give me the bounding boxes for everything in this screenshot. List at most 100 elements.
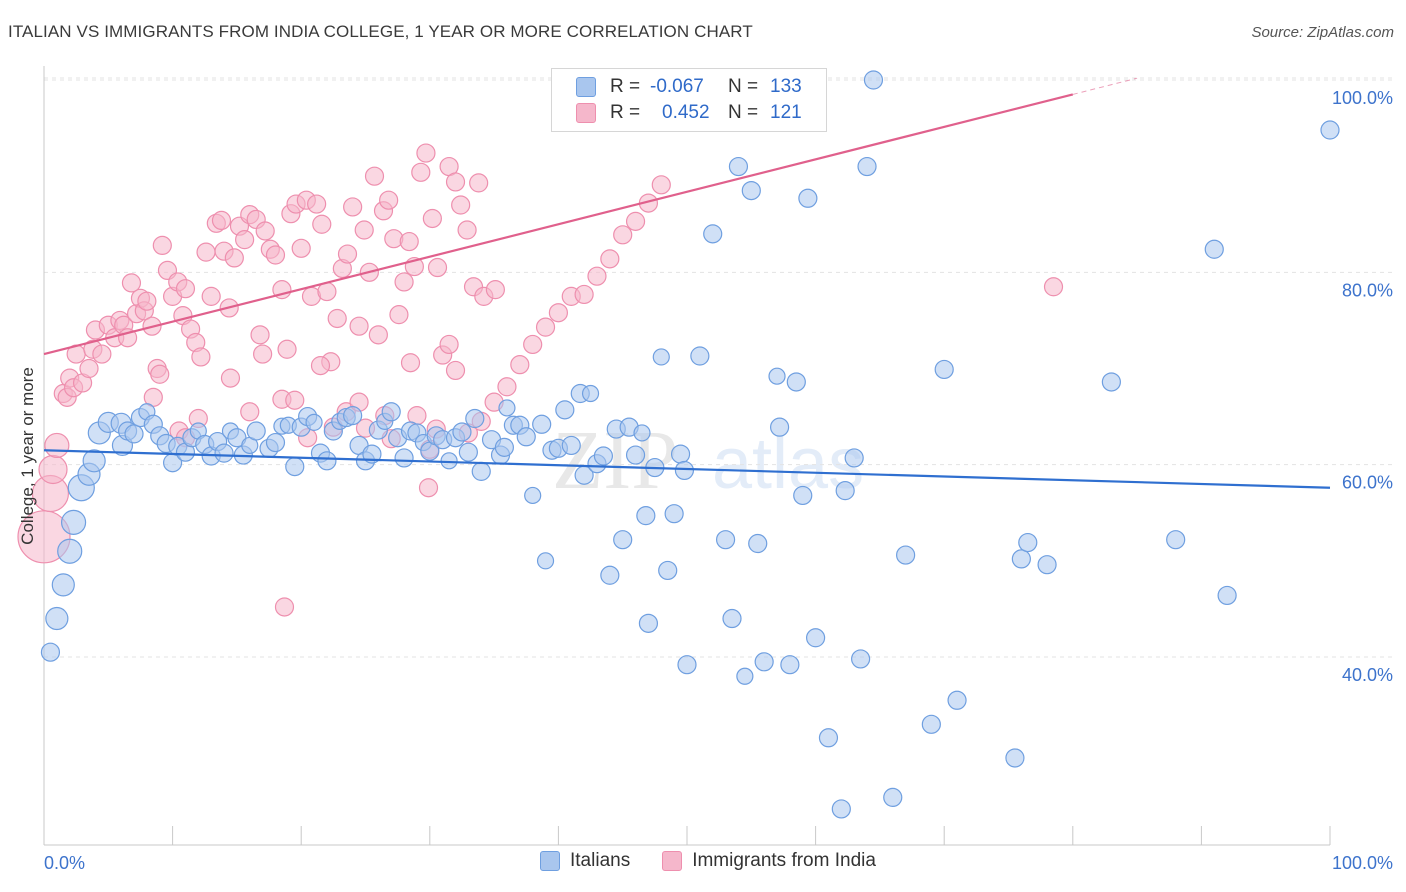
india-point: [574, 284, 594, 305]
india-point: [121, 273, 142, 293]
y-axis-label: College, 1 year or more: [18, 367, 37, 545]
italians-point: [555, 400, 575, 420]
india-point: [92, 344, 112, 364]
y-tick-label: 60.0%: [1342, 473, 1393, 493]
italians-point: [670, 444, 691, 464]
italians-point: [636, 506, 656, 526]
india-points: [17, 143, 1064, 617]
italians-point: [652, 348, 670, 366]
italians-point: [844, 448, 864, 468]
india-point: [510, 355, 530, 375]
italians-point: [1204, 239, 1224, 259]
r-value: 0.452: [662, 102, 710, 123]
india-point: [291, 238, 311, 258]
india-point: [625, 211, 646, 231]
italians-point: [1217, 585, 1237, 606]
italians-point: [214, 443, 234, 463]
italians-point: [471, 461, 491, 481]
italians-point: [835, 481, 855, 501]
trendlines: [43, 77, 1331, 489]
italians-point: [947, 690, 967, 710]
italians-point: [863, 70, 884, 90]
y-tick-label: 80.0%: [1342, 280, 1393, 300]
italians-point: [498, 399, 516, 417]
italians-point: [600, 565, 620, 585]
india-point: [235, 230, 255, 250]
italians-point: [638, 613, 659, 633]
india-point: [196, 242, 216, 262]
italians-point: [82, 449, 106, 473]
italians-point: [748, 533, 768, 554]
india-swatch: [662, 851, 683, 871]
italians-point: [851, 649, 871, 669]
legend-label-india: Immigrants from India: [692, 850, 876, 871]
india-point: [211, 210, 232, 231]
italians-point: [494, 437, 514, 457]
india-point: [79, 358, 99, 379]
italians-point: [1320, 120, 1340, 140]
india-point: [445, 172, 466, 192]
india-trendline-extension: [1072, 77, 1138, 95]
italians-point: [625, 445, 646, 465]
india-point: [250, 325, 270, 345]
italians-point: [677, 655, 697, 675]
india-point: [535, 317, 556, 337]
india-point: [411, 162, 431, 182]
india-point: [368, 325, 388, 345]
r-label: R =: [610, 76, 641, 97]
india-point: [587, 266, 607, 286]
n-value: 121: [770, 102, 802, 123]
italians-point: [40, 642, 61, 662]
italians-point: [818, 728, 839, 748]
india-point: [394, 272, 414, 292]
y-tick-label: 40.0%: [1342, 665, 1393, 685]
india-point: [255, 221, 275, 241]
italians-point: [561, 435, 581, 456]
italians-point: [805, 628, 826, 648]
source-credit: Source: ZipAtlas.com: [1251, 24, 1394, 41]
italians-point: [690, 346, 710, 366]
india-point: [427, 257, 448, 278]
italians-point: [741, 180, 761, 201]
italians-point: [754, 652, 774, 672]
n-value: 133: [770, 76, 802, 97]
india-point: [400, 353, 421, 373]
italians-point: [1005, 748, 1025, 768]
india-point: [137, 291, 157, 311]
italians-swatch: [576, 77, 596, 97]
italians-point: [394, 448, 414, 468]
italians-point: [532, 414, 552, 434]
italians-point: [524, 486, 542, 505]
italians-point: [452, 422, 472, 442]
india-point: [327, 308, 347, 329]
italians-point: [921, 714, 941, 734]
italians-point: [674, 460, 695, 481]
india-trendline: [43, 93, 1074, 356]
india-point: [457, 220, 477, 240]
tick-labels: 40.0% 60.0% 80.0% 100.0% 0.0% 100.0%: [44, 88, 1393, 873]
india-point: [548, 303, 569, 323]
india-point: [651, 175, 671, 195]
italians-point: [736, 667, 754, 685]
italians-point: [1011, 549, 1031, 569]
india-point: [240, 402, 260, 422]
italians-point: [768, 367, 786, 385]
india-point: [310, 356, 331, 376]
italians-point: [798, 188, 818, 208]
legend-row-india: R = 0.452 N = 121: [576, 100, 802, 126]
italians-point: [305, 413, 323, 431]
correlation-legend: R = -0.067 N = 133 R = 0.452 N = 121: [551, 68, 827, 132]
india-point: [191, 347, 211, 367]
italians-point: [593, 446, 614, 466]
india-point: [201, 286, 221, 306]
india-point: [354, 220, 374, 240]
italians-point: [883, 787, 903, 808]
india-point: [220, 368, 241, 388]
italians-point: [896, 545, 916, 565]
italians-point: [831, 799, 851, 819]
india-point: [399, 231, 419, 252]
italians-point: [51, 573, 75, 597]
italians-point: [57, 538, 83, 564]
italians-swatch: [540, 851, 560, 871]
italians-point: [381, 402, 401, 422]
